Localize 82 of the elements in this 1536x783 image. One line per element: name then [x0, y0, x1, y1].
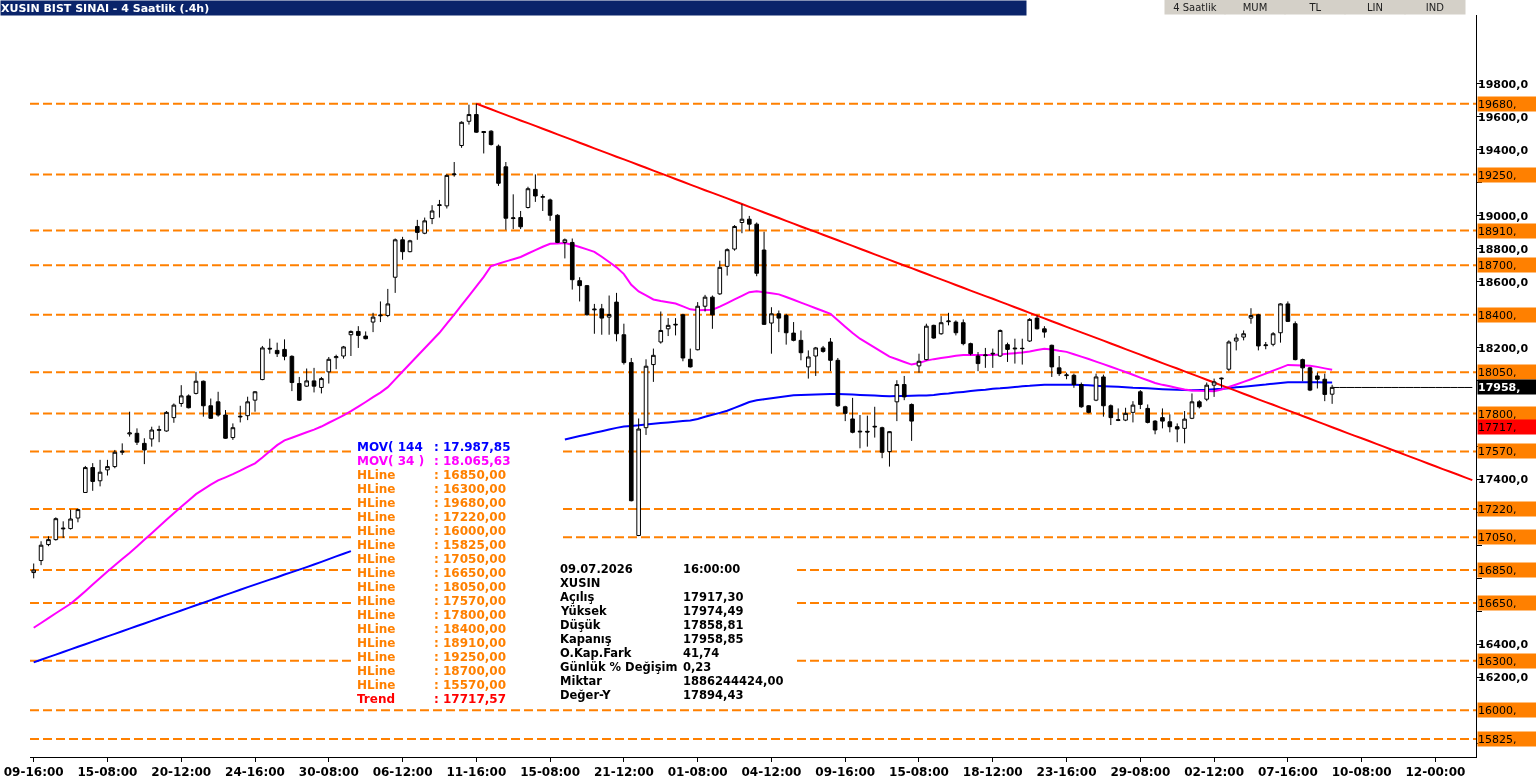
y-tick-label: 19680, — [1478, 97, 1517, 111]
x-tick-label: 20-12:00 — [151, 765, 212, 780]
y-tick-label: 17570, — [1478, 444, 1517, 458]
x-tick-label: 10-08:00 — [1331, 765, 1392, 780]
y-tick-label: 18600,0 — [1478, 275, 1529, 289]
y-tick-label: 19250, — [1478, 168, 1517, 182]
y-tick-label: 17717, — [1478, 420, 1517, 434]
x-tick-label: 30-08:00 — [298, 765, 359, 780]
text: Yüksek 17974,49 — [561, 604, 744, 618]
text: HLine : 16650,00 — [357, 566, 506, 580]
text: HLine : 15825,00 — [357, 538, 506, 552]
y-tick-label: 16300, — [1478, 654, 1517, 668]
y-tick-label: 16000, — [1478, 703, 1517, 717]
y-tick-label: 16850, — [1478, 563, 1517, 577]
text: MOV( 144 : 17.987,85 — [357, 440, 511, 454]
text: HLine : 16300,00 — [357, 482, 506, 496]
text: HLine : 18400,00 — [357, 622, 506, 636]
x-tick-label: 07-16:00 — [1257, 765, 1318, 780]
text: HLine : 16000,00 — [357, 524, 506, 538]
x-tick-label: 15-08:00 — [77, 765, 138, 780]
y-tick-label: 18700, — [1478, 258, 1517, 272]
text: IND — [1425, 1, 1445, 13]
y-tick-label: 19000,0 — [1478, 209, 1529, 223]
y-tick-label: 17958, — [1478, 380, 1521, 394]
y-tick-label: 17800, — [1478, 407, 1517, 421]
text: HLine : 17570,00 — [357, 594, 506, 608]
y-tick-label: 16650, — [1478, 596, 1517, 610]
text: 09.07.2026 16:00:00 — [560, 562, 741, 576]
text: Düşük 17858,81 — [560, 618, 744, 632]
text: HLine : 18050,00 — [357, 580, 506, 594]
chart-title: XUSIN BIST SINAI - 4 Saatlik (.4h) — [1, 1, 210, 15]
y-tick-label: 19400,0 — [1478, 143, 1529, 157]
y-tick-label: 18200,0 — [1478, 341, 1529, 355]
y-tick-label: 19800,0 — [1478, 77, 1529, 91]
text: HLine : 18910,00 — [357, 636, 506, 650]
text: Kapanış 17958,85 — [560, 632, 744, 646]
text: HLine : 16850,00 — [357, 468, 506, 482]
text: Miktar 1886244424,00 — [560, 674, 784, 688]
text: HLine : 18700,00 — [357, 664, 506, 678]
text: LIN — [1366, 1, 1384, 13]
text: O.Kap.Fark 41,74 — [560, 646, 720, 660]
text: MUM — [1242, 1, 1268, 13]
y-tick-label: 16400,0 — [1478, 637, 1529, 651]
x-tick-label: 15-08:00 — [889, 765, 949, 780]
text: HLine : 17800,00 — [357, 608, 506, 622]
y-tick-label: 18910, — [1478, 224, 1517, 238]
text: HLine : 17220,00 — [357, 510, 506, 524]
x-tick-label: 11-16:00 — [446, 765, 507, 780]
x-tick-label: 21-12:00 — [593, 765, 654, 780]
x-tick-label: 04-12:00 — [741, 765, 802, 780]
text: 4 Saatlik — [1173, 1, 1217, 13]
y-tick-label: 18800,0 — [1478, 242, 1529, 256]
text: HLine : 19250,00 — [357, 650, 506, 664]
text: Değer-Y 17894,43 — [560, 688, 744, 702]
x-tick-label: 24-16:00 — [225, 765, 285, 780]
x-tick-label: 01-08:00 — [667, 765, 728, 780]
x-tick-label: 23-16:00 — [1036, 765, 1097, 780]
text: MOV( 34 ) : 18.065,63 — [357, 454, 511, 468]
text: HLine : 19680,00 — [357, 496, 506, 510]
x-tick-label: 12-00:00 — [1405, 765, 1466, 780]
x-tick-label: 06-12:00 — [372, 765, 433, 780]
annotation: XUSIN — [560, 576, 601, 590]
y-tick-label: 17400,0 — [1478, 472, 1529, 486]
y-tick-label: 15825, — [1478, 732, 1517, 746]
y-tick-label: 17220, — [1478, 502, 1517, 516]
x-tick-label: 02-12:00 — [1184, 765, 1245, 780]
x-tick-label: 09-16:00 — [3, 765, 64, 780]
x-tick-label: 09-16:00 — [815, 765, 876, 780]
y-tick-label: 18050, — [1478, 365, 1517, 379]
annotation: Günlük % Değişim 0,23 — [560, 660, 712, 674]
y-tick-label: 16200,0 — [1478, 670, 1529, 684]
x-tick-label: 15-08:00 — [520, 765, 581, 780]
y-tick-label: 18400, — [1478, 308, 1517, 322]
x-tick-label: 29-08:00 — [1110, 765, 1171, 780]
text: TL — [1308, 1, 1322, 13]
text: Açılış 17917,30 — [560, 590, 744, 604]
text: Trend : 17717,57 — [357, 692, 506, 706]
text: HLine : 17050,00 — [357, 552, 506, 566]
x-tick-label: 18-12:00 — [962, 765, 1023, 780]
y-tick-label: 17050, — [1478, 530, 1517, 544]
text: HLine : 15570,00 — [357, 678, 506, 692]
y-tick-label: 19600,0 — [1478, 110, 1529, 124]
